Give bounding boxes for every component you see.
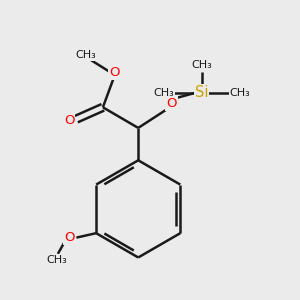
Text: O: O (64, 231, 75, 244)
Text: CH₃: CH₃ (46, 255, 67, 265)
Text: CH₃: CH₃ (191, 60, 212, 70)
Text: Si: Si (195, 85, 208, 100)
Text: O: O (166, 97, 176, 110)
Text: O: O (64, 114, 74, 127)
Text: CH₃: CH₃ (153, 88, 174, 98)
Text: CH₃: CH₃ (230, 88, 250, 98)
Text: CH₃: CH₃ (75, 50, 96, 61)
Text: O: O (110, 66, 120, 80)
